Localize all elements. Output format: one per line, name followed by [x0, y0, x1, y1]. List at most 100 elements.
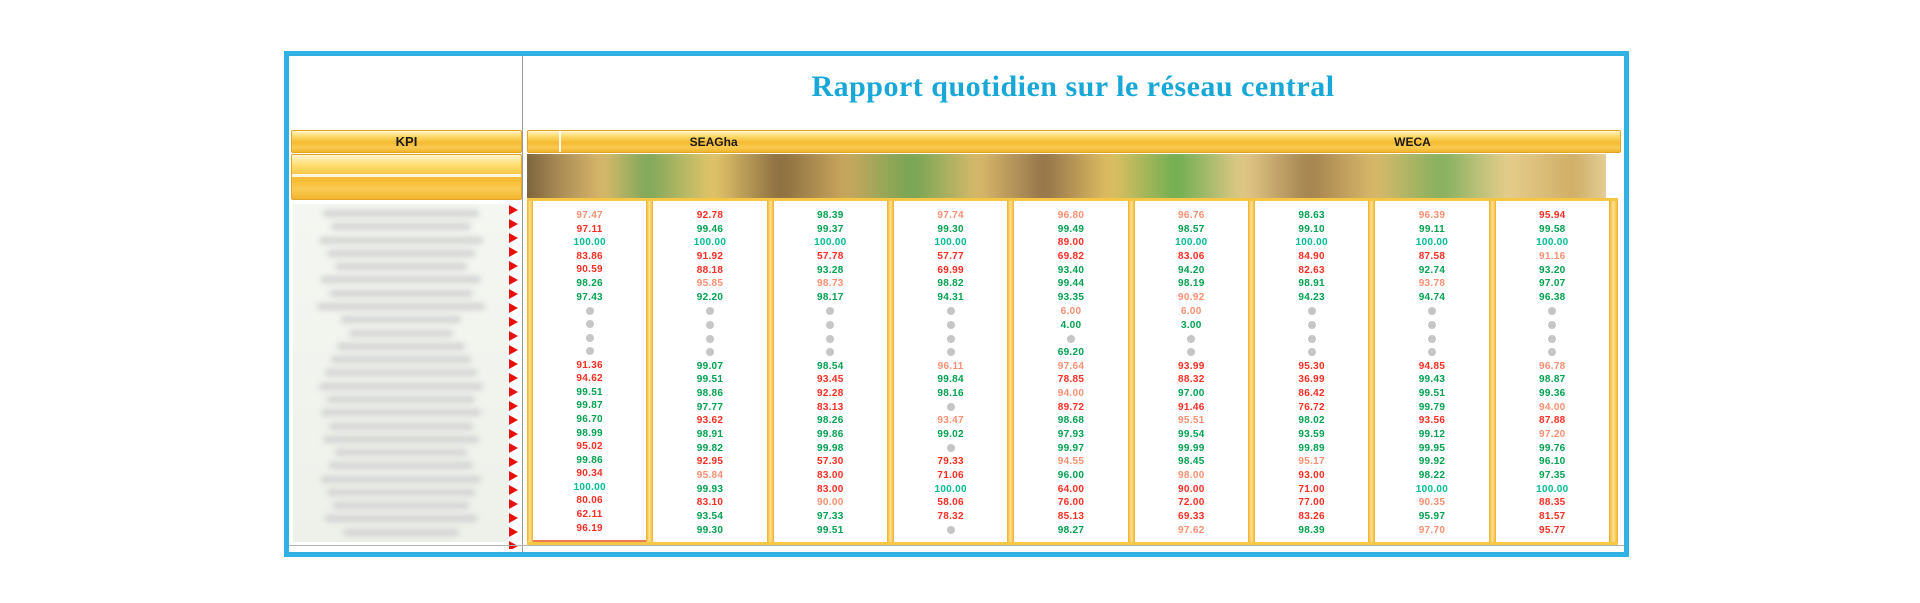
value-cell[interactable]: 77.00: [1298, 497, 1325, 509]
value-cell[interactable]: 96.38: [1539, 292, 1566, 304]
value-cell[interactable]: 87.58: [1418, 251, 1446, 263]
value-cell[interactable]: 94.00: [1057, 387, 1085, 399]
value-cell[interactable]: 83.00: [817, 483, 844, 495]
value-cell[interactable]: 95.17: [1298, 456, 1325, 468]
value-cell[interactable]: 93.45: [817, 374, 844, 386]
value-cell[interactable]: 89.72: [1057, 401, 1085, 413]
value-cell[interactable]: 99.92: [1418, 456, 1446, 468]
value-cell[interactable]: 92.78: [696, 210, 724, 221]
value-cell[interactable]: 88.32: [1178, 374, 1205, 386]
value-cell[interactable]: 99.84: [937, 374, 964, 386]
value-cell[interactable]: 6.00: [1180, 305, 1202, 317]
value-cell[interactable]: 99.93: [696, 483, 724, 495]
value-cell[interactable]: 71.00: [1298, 483, 1325, 495]
no-data-dot-cell[interactable]: [1496, 305, 1609, 318]
value-cell[interactable]: 97.62: [1178, 524, 1205, 536]
value-cell[interactable]: 93.56: [1418, 415, 1446, 427]
value-cell[interactable]: 99.82: [696, 442, 724, 454]
value-cell[interactable]: 99.49: [1057, 223, 1085, 235]
region-group-header[interactable]: SEAGha WECA: [527, 130, 1621, 153]
value-cell[interactable]: 99.43: [1418, 374, 1446, 386]
value-cell[interactable]: 94.62: [576, 373, 603, 385]
value-cell[interactable]: 100.00: [934, 483, 967, 495]
no-data-dot-cell[interactable]: [1135, 332, 1248, 345]
no-data-dot-cell[interactable]: [533, 318, 646, 331]
value-cell[interactable]: 36.99: [1298, 374, 1325, 386]
value-cell[interactable]: 96.11: [937, 360, 964, 372]
value-cell[interactable]: 92.28: [817, 387, 844, 399]
value-cell[interactable]: 69.33: [1178, 511, 1205, 523]
value-cell[interactable]: 76.72: [1298, 401, 1325, 413]
value-cell[interactable]: 99.37: [817, 223, 844, 235]
value-cell[interactable]: 97.93: [1057, 429, 1085, 440]
value-cell[interactable]: 93.59: [1298, 429, 1325, 440]
value-cell[interactable]: 93.62: [696, 415, 724, 427]
value-cell[interactable]: 3.00: [1180, 319, 1202, 331]
no-data-dot-cell[interactable]: [1375, 319, 1488, 332]
value-cell[interactable]: 96.00: [1057, 470, 1085, 482]
value-cell[interactable]: 93.99: [1178, 360, 1205, 372]
value-cell[interactable]: 98.26: [576, 277, 603, 289]
value-cell[interactable]: 72.00: [1178, 497, 1205, 509]
no-data-dot-cell[interactable]: [894, 305, 1007, 318]
no-data-dot-cell[interactable]: [1375, 346, 1488, 359]
value-cell[interactable]: 99.51: [576, 386, 603, 398]
value-cell[interactable]: 100.00: [1415, 237, 1449, 249]
value-cell[interactable]: 98.22: [1418, 470, 1446, 482]
group-label-seagha[interactable]: SEAGha: [689, 134, 738, 149]
value-cell[interactable]: 69.82: [1057, 251, 1085, 263]
value-cell[interactable]: 88.18: [696, 264, 724, 276]
value-cell[interactable]: 93.20: [1539, 264, 1566, 276]
no-data-dot-cell[interactable]: [774, 305, 887, 318]
value-cell[interactable]: 99.54: [1178, 429, 1205, 440]
value-cell[interactable]: 76.00: [1057, 497, 1085, 509]
value-cell[interactable]: 90.35: [1418, 497, 1446, 509]
no-data-dot-cell[interactable]: [774, 319, 887, 332]
value-cell[interactable]: 98.73: [817, 278, 844, 290]
value-cell[interactable]: 95.02: [576, 441, 603, 453]
value-cell[interactable]: 95.85: [696, 278, 724, 290]
value-cell[interactable]: 98.27: [1057, 524, 1085, 536]
value-cell[interactable]: 99.30: [937, 223, 964, 235]
value-cell[interactable]: 99.99: [1178, 442, 1205, 454]
value-cell[interactable]: 97.77: [696, 401, 724, 413]
value-cell[interactable]: 83.13: [817, 401, 844, 413]
value-cell[interactable]: 57.30: [817, 456, 844, 468]
value-cell[interactable]: 99.30: [696, 524, 724, 536]
no-data-dot-cell[interactable]: [653, 346, 766, 359]
value-cell[interactable]: 91.92: [696, 251, 724, 263]
value-cell[interactable]: 99.12: [1418, 429, 1446, 440]
value-cell[interactable]: 91.46: [1178, 401, 1205, 413]
no-data-dot-cell[interactable]: [533, 331, 646, 344]
value-cell[interactable]: 94.20: [1178, 264, 1205, 276]
no-data-dot-cell[interactable]: [1496, 346, 1609, 359]
value-cell[interactable]: 98.00: [1178, 470, 1205, 482]
value-cell[interactable]: 98.17: [817, 292, 844, 304]
value-cell[interactable]: 90.00: [1178, 483, 1205, 495]
value-cell[interactable]: 88.35: [1539, 497, 1566, 509]
no-data-dot-cell[interactable]: [533, 304, 646, 317]
no-data-dot-cell[interactable]: [894, 524, 1007, 537]
value-cell[interactable]: 96.70: [576, 413, 603, 425]
value-cell[interactable]: 100.00: [1536, 483, 1569, 495]
value-cell[interactable]: 83.26: [1298, 511, 1325, 523]
value-cell[interactable]: 99.95: [1418, 442, 1446, 454]
value-cell[interactable]: 98.82: [937, 278, 964, 290]
value-cell[interactable]: 57.77: [937, 251, 964, 263]
value-cell[interactable]: 95.94: [1539, 210, 1566, 221]
no-data-dot-cell[interactable]: [894, 442, 1007, 455]
value-cell[interactable]: 99.11: [1418, 223, 1445, 235]
value-cell[interactable]: 100.00: [1415, 483, 1449, 495]
value-cell[interactable]: 99.36: [1539, 387, 1566, 399]
value-cell[interactable]: 94.31: [937, 292, 964, 304]
value-cell[interactable]: 93.47: [937, 415, 964, 427]
value-cell[interactable]: 99.98: [817, 442, 844, 454]
value-cell[interactable]: 89.00: [1057, 237, 1085, 249]
value-cell[interactable]: 98.54: [817, 360, 844, 372]
value-cell[interactable]: 93.35: [1057, 292, 1085, 304]
value-cell[interactable]: 99.44: [1057, 278, 1085, 290]
value-cell[interactable]: 100.00: [573, 481, 606, 493]
no-data-dot-cell[interactable]: [774, 346, 887, 359]
value-cell[interactable]: 78.85: [1057, 374, 1085, 386]
value-cell[interactable]: 97.11: [576, 223, 603, 235]
